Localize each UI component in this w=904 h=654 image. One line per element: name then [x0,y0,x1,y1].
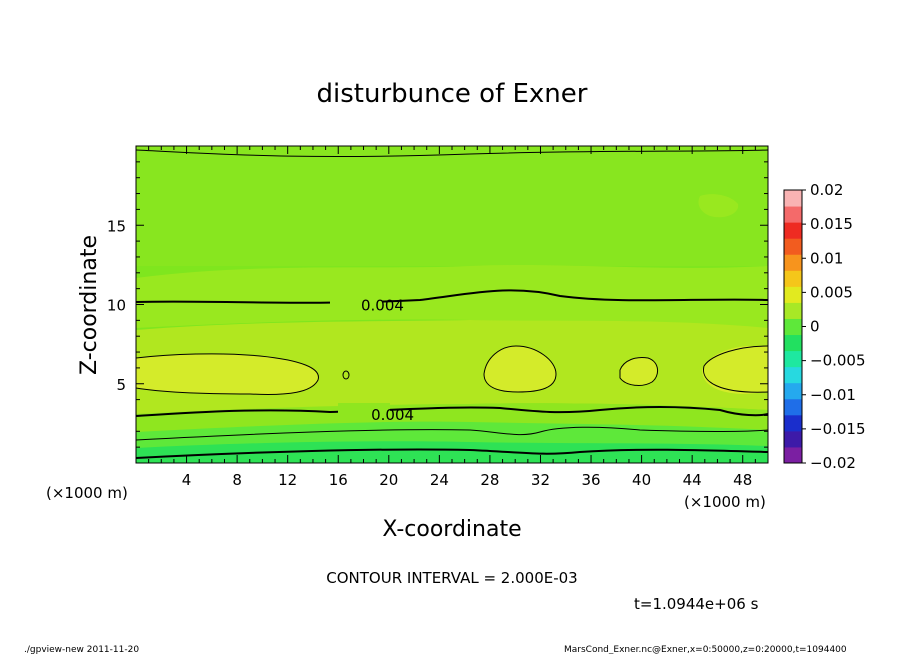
x-unit-right: (×1000 m) [684,493,766,511]
colorbar-segment [784,254,802,271]
colorbar-segment [784,238,802,255]
colorbar-tick-label: 0.005 [810,283,853,301]
x-tick-label: 48 [733,471,752,489]
colorbar-segment [784,350,802,368]
x-unit-left: (×1000 m) [46,484,128,502]
field-cell-4 [702,346,768,394]
x-tick-label: 40 [632,471,651,489]
x-tick-label: 24 [430,471,449,489]
x-tick-label: 12 [278,471,297,489]
field-band-mid [136,265,768,330]
x-tick-label: 8 [232,471,242,489]
colorbar-segment [784,222,802,239]
field-cell-1 [136,353,319,395]
contour-dot [342,370,350,380]
colorbar-segment [784,270,802,287]
colorbar-segment [784,366,802,384]
x-axis-label: X-coordinate [382,517,521,542]
colorbar-segment [784,206,802,223]
contour-label-bg-2 [338,403,390,419]
x-tick-label: 44 [683,471,702,489]
contour-upper-0004 [136,289,768,304]
contour-low-1 [136,426,768,441]
x-tick-label: 4 [182,471,192,489]
colorbar-segment [784,334,802,352]
time-text: t=1.0944e+06 s [634,595,759,613]
contour-cell-2 [483,345,557,393]
footer-right: MarsCond_Exner.nc@Exner,x=0:50000,z=0:20… [564,645,847,654]
contour-low-2 [136,448,768,459]
colorbar-segment [784,430,802,448]
colorbar-tick-label: 0 [810,318,820,336]
plot-field [136,146,768,463]
colorbar-segment [784,446,802,464]
colorbar-segment [784,318,802,336]
colorbar-tick-label: −0.01 [810,386,856,404]
colorbar-segment [784,382,802,400]
field-cell-2 [484,346,556,392]
y-tick-label: 5 [116,376,126,394]
colorbar-tick-label: −0.015 [810,420,866,438]
colorbar-segment [784,286,802,303]
colorbar-segment [784,302,802,319]
field-patch [698,194,739,218]
y-tick-label: 15 [107,217,126,235]
contour-cell-4 [703,345,768,393]
contour-lower-0004 [136,406,768,417]
chart-title: disturbunce of Exner [317,79,588,109]
field-cell-3 [620,357,658,386]
colorbar-tick-label: 0.02 [810,181,843,199]
x-tick-label: 36 [581,471,600,489]
y-axis-label: Z-coordinate [77,235,102,375]
x-tick-label: 32 [531,471,550,489]
contour-interval-text: CONTOUR INTERVAL = 2.000E-03 [326,569,577,587]
contour-cell-3 [619,357,658,386]
contour-label: 0.004 [361,297,404,315]
colorbar: 0.02 0.015 0.01 0.005 0 −0.005 −0.01 −0.015 −0.0… [783,181,866,472]
field-band-low3 [136,441,768,463]
colorbar-tick-label: 0.01 [810,249,843,267]
contour-label: 0.004 [371,406,414,424]
x-tick-label: 20 [379,471,398,489]
colorbar-tick-label: −0.005 [810,352,866,370]
x-tick-label: 16 [329,471,348,489]
field-band-upper [136,146,768,266]
x-tick-label: 28 [480,471,499,489]
colorbar-tick-label: −0.02 [810,454,856,472]
y-tick-label: 10 [107,297,126,315]
contour-label-bg-1 [330,294,382,310]
colorbar-segment [784,190,802,207]
colorbar-segment [784,414,802,432]
colorbar-segment [784,398,802,416]
contour-cell-1 [136,353,319,395]
footer-left: ./gpview-new 2011-11-20 [24,645,139,654]
colorbar-tick-label: 0.015 [810,215,853,233]
